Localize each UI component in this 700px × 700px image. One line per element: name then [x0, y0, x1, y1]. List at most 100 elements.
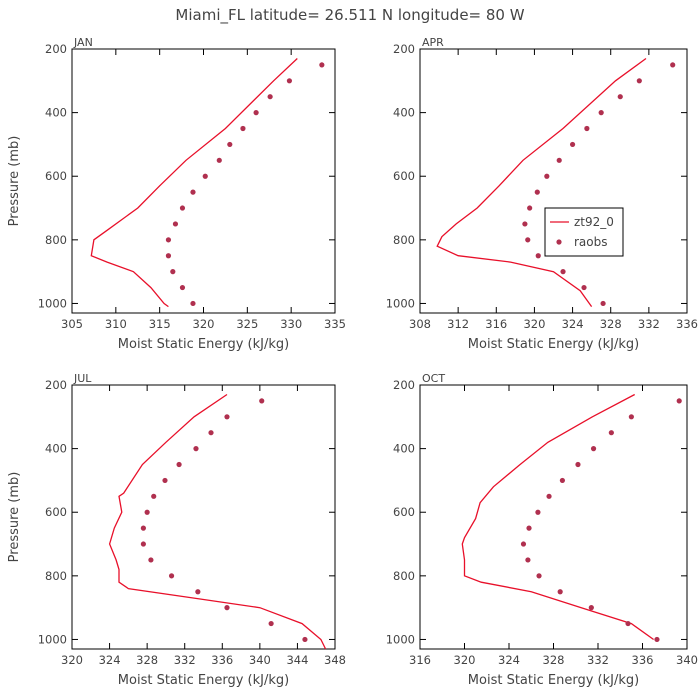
data-point-raobs: [535, 509, 541, 515]
series-line-zt92_0: [108, 393, 327, 650]
legend-box: [544, 207, 624, 257]
month-label: JAN: [73, 36, 93, 49]
y-tick-label: 1000: [38, 632, 67, 646]
data-point-raobs: [598, 110, 604, 116]
data-point-raobs: [170, 269, 176, 275]
data-point-raobs: [286, 78, 293, 84]
data-point-raobs: [176, 461, 182, 468]
data-point-raobs: [148, 557, 154, 563]
x-tick-label: 305: [61, 317, 83, 331]
data-point-raobs: [581, 284, 587, 291]
month-label: JUL: [73, 372, 92, 385]
data-point-raobs: [546, 493, 552, 499]
x-tick-label: 336: [211, 653, 233, 667]
plot-frame: [419, 48, 688, 314]
x-tick-label: 336: [676, 317, 698, 331]
data-point-raobs: [535, 253, 541, 259]
month-label: APR: [422, 36, 444, 49]
data-point-raobs: [590, 446, 597, 452]
data-point-raobs: [569, 141, 576, 148]
x-tick-label: 324: [562, 317, 584, 331]
data-point-raobs: [208, 430, 214, 436]
y-tick-label: 600: [393, 505, 415, 519]
data-point-raobs: [636, 78, 642, 84]
data-point-raobs: [190, 189, 196, 195]
x-tick-label: 328: [543, 653, 565, 667]
y-tick-label: 400: [45, 442, 67, 456]
data-point-raobs: [224, 605, 230, 611]
y-tick-label: 200: [393, 42, 415, 56]
data-point-raobs: [520, 541, 527, 547]
x-tick-label: 332: [174, 653, 196, 667]
y-tick-label: 400: [393, 442, 415, 456]
data-point-raobs: [151, 493, 157, 499]
panel-jan: JAN 305 310 315 320 325 330 335 200 400 600 800 1000…: [7, 36, 346, 352]
data-point-raobs: [654, 636, 660, 643]
x-tick-label: 312: [447, 317, 469, 331]
y-tick-label: 400: [45, 106, 67, 120]
y-tick-label: 1000: [38, 296, 67, 310]
x-tick-label: 328: [600, 317, 622, 331]
y-tick-label: 800: [45, 569, 67, 583]
data-point-raobs: [628, 414, 634, 420]
data-point-raobs: [240, 125, 246, 132]
data-point-raobs: [193, 446, 199, 452]
data-point-raobs: [559, 477, 566, 484]
data-point-raobs: [259, 398, 265, 404]
data-point-raobs: [556, 157, 562, 163]
data-point-raobs: [165, 237, 172, 243]
data-point-raobs: [557, 589, 563, 595]
legend-entry: zt92_0: [574, 215, 614, 229]
data-point-raobs: [224, 414, 230, 420]
x-tick-label: 330: [280, 317, 302, 331]
x-tick-label: 335: [324, 317, 346, 331]
y-tick-label: 600: [393, 169, 415, 183]
y-axis-label: Pressure (mb): [7, 136, 22, 227]
panel-oct: OCT 316 320 324 328 332 336 340 200 400 600 800 1000…: [386, 372, 698, 688]
data-point-raobs: [140, 541, 146, 547]
data-point-raobs: [172, 221, 179, 227]
x-tick-label: 332: [587, 653, 609, 667]
plot-frame: [71, 384, 336, 650]
x-tick-label: 320: [61, 653, 83, 667]
x-axis-label: Moist Static Energy (kJ/kg): [468, 673, 639, 688]
x-tick-label: 310: [105, 317, 127, 331]
data-point-raobs: [227, 141, 233, 148]
data-point-raobs: [575, 461, 581, 468]
x-tick-label: 320: [454, 653, 476, 667]
data-point-raobs: [584, 125, 590, 132]
y-tick-label: 600: [45, 169, 67, 183]
data-point-raobs: [195, 589, 201, 595]
x-tick-label: 324: [99, 653, 121, 667]
y-tick-label: 400: [393, 106, 415, 120]
series-line-zt92_0: [90, 58, 298, 308]
figure-title: Miami_FL latitude= 26.511 N longitude= 8…: [175, 6, 524, 25]
x-tick-label: 320: [523, 317, 545, 331]
x-tick-label: 316: [485, 317, 507, 331]
data-point-raobs: [588, 605, 594, 611]
series-line-zt92_0: [461, 393, 654, 641]
data-point-raobs: [608, 430, 614, 436]
data-point-raobs: [268, 620, 274, 627]
data-point-raobs: [525, 557, 531, 563]
data-point-raobs: [536, 573, 542, 579]
data-point-raobs: [319, 62, 325, 68]
data-point-raobs: [190, 300, 196, 307]
data-point-raobs: [617, 94, 623, 100]
y-axis-label: Pressure (mb): [7, 472, 22, 563]
data-point-raobs: [670, 62, 676, 68]
x-tick-label: 348: [324, 653, 346, 667]
data-point-raobs: [140, 525, 146, 531]
data-point-raobs: [162, 477, 168, 484]
data-point-raobs: [267, 94, 273, 100]
data-point-raobs: [144, 509, 150, 515]
data-point-raobs: [216, 157, 222, 163]
data-point-raobs: [534, 189, 540, 195]
y-tick-label: 200: [393, 378, 415, 392]
data-point-raobs: [168, 573, 175, 579]
data-point-raobs: [527, 205, 533, 211]
x-tick-label: 316: [409, 653, 431, 667]
